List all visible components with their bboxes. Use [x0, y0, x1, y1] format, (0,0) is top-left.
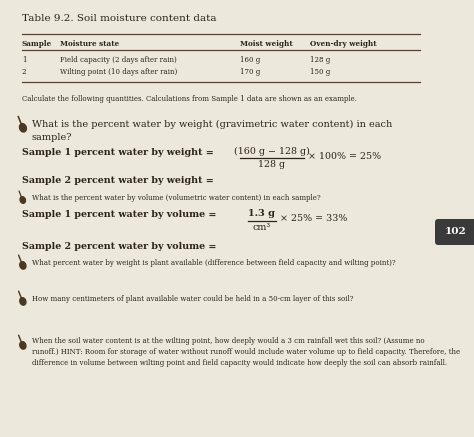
Text: 160 g: 160 g: [240, 56, 260, 64]
Text: Field capacity (2 days after rain): Field capacity (2 days after rain): [60, 56, 177, 64]
Text: Moist weight: Moist weight: [240, 40, 293, 48]
Text: What is the percent water by weight (gravimetric water content) in each
sample?: What is the percent water by weight (gra…: [32, 120, 392, 142]
Text: Wilting point (10 days after rain): Wilting point (10 days after rain): [60, 68, 177, 76]
Text: 170 g: 170 g: [240, 68, 260, 76]
Ellipse shape: [20, 262, 26, 269]
Text: What percent water by weight is plant available (difference between field capaci: What percent water by weight is plant av…: [32, 259, 396, 267]
Text: 1: 1: [22, 56, 27, 64]
FancyBboxPatch shape: [435, 219, 474, 245]
Text: Sample 1 percent water by weight =: Sample 1 percent water by weight =: [22, 148, 214, 157]
Text: Moisture state: Moisture state: [60, 40, 119, 48]
Ellipse shape: [19, 124, 27, 132]
Text: Sample: Sample: [22, 40, 52, 48]
Text: 1.3 g: 1.3 g: [248, 209, 275, 218]
Text: Sample 1 percent water by volume =: Sample 1 percent water by volume =: [22, 210, 216, 219]
Text: Sample 2 percent water by volume =: Sample 2 percent water by volume =: [22, 242, 216, 251]
Text: cm³: cm³: [253, 223, 271, 232]
Text: 150 g: 150 g: [310, 68, 330, 76]
Text: 128 g: 128 g: [310, 56, 330, 64]
Ellipse shape: [20, 197, 26, 203]
Text: What is the percent water by volume (volumetric water content) in each sample?: What is the percent water by volume (vol…: [32, 194, 321, 202]
Text: How many centimeters of plant available water could be held in a 50-cm layer of : How many centimeters of plant available …: [32, 295, 354, 303]
Text: 128 g: 128 g: [258, 160, 285, 169]
Text: When the soil water content is at the wilting point, how deeply would a 3 cm rai: When the soil water content is at the wi…: [32, 337, 460, 367]
Text: (160 g − 128 g): (160 g − 128 g): [234, 147, 310, 156]
Text: Oven-dry weight: Oven-dry weight: [310, 40, 377, 48]
Ellipse shape: [20, 298, 26, 305]
Text: × 100% = 25%: × 100% = 25%: [308, 152, 381, 161]
Text: Calculate the following quantities. Calculations from Sample 1 data are shown as: Calculate the following quantities. Calc…: [22, 95, 357, 103]
Text: Table 9.2. Soil moisture content data: Table 9.2. Soil moisture content data: [22, 14, 217, 23]
Text: 2: 2: [22, 68, 27, 76]
Text: × 25% = 33%: × 25% = 33%: [280, 214, 347, 223]
Text: 102: 102: [445, 228, 467, 236]
Ellipse shape: [20, 342, 26, 349]
Text: Sample 2 percent water by weight =: Sample 2 percent water by weight =: [22, 176, 214, 185]
